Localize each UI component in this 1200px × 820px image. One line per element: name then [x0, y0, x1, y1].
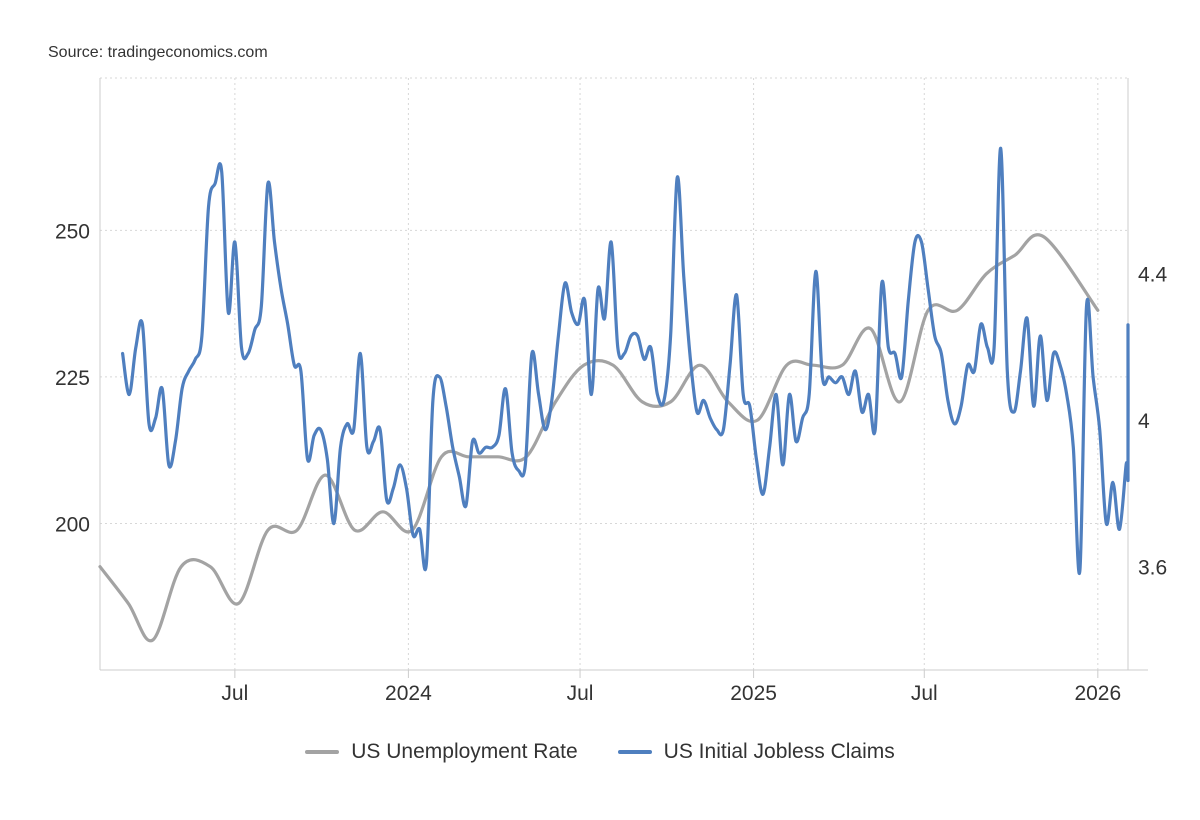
x-tick-label: 2025 [730, 682, 777, 705]
legend-label-unemployment: US Unemployment Rate [351, 740, 578, 763]
legend: US Unemployment Rate US Initial Jobless … [0, 740, 1200, 764]
legend-swatch-claims [617, 750, 652, 754]
y-left-tick-label: 200 [55, 513, 90, 536]
series-lines [98, 146, 1130, 643]
x-tick-label: Jul [911, 682, 938, 705]
legend-item-unemployment[interactable]: US Unemployment Rate [305, 740, 578, 764]
x-tick-label: 2026 [1074, 682, 1121, 705]
series-line-unemployment [98, 233, 1100, 643]
y-left-tick-label: 250 [55, 220, 90, 243]
series-line-claims [121, 146, 1130, 575]
y-right-tick-label: 4 [1138, 410, 1150, 433]
x-tick-label: Jul [567, 682, 594, 705]
tick-labels: Jul 2024 Jul 2025 Jul 2026 200 225 250 3.6 4 4.4 [55, 220, 1168, 705]
legend-label-claims: US Initial Jobless Claims [663, 740, 895, 763]
y-right-tick-label: 3.6 [1138, 557, 1167, 580]
grid-lines [100, 77, 1128, 670]
y-left-tick-label: 225 [55, 367, 90, 390]
legend-swatch-unemployment [305, 750, 340, 754]
x-tick-label: Jul [221, 682, 248, 705]
y-right-tick-label: 4.4 [1138, 264, 1168, 287]
source-text: Source: tradingeconomics.com [48, 44, 268, 61]
legend-item-claims[interactable]: US Initial Jobless Claims [617, 740, 895, 764]
x-tick-label: 2024 [385, 682, 432, 705]
